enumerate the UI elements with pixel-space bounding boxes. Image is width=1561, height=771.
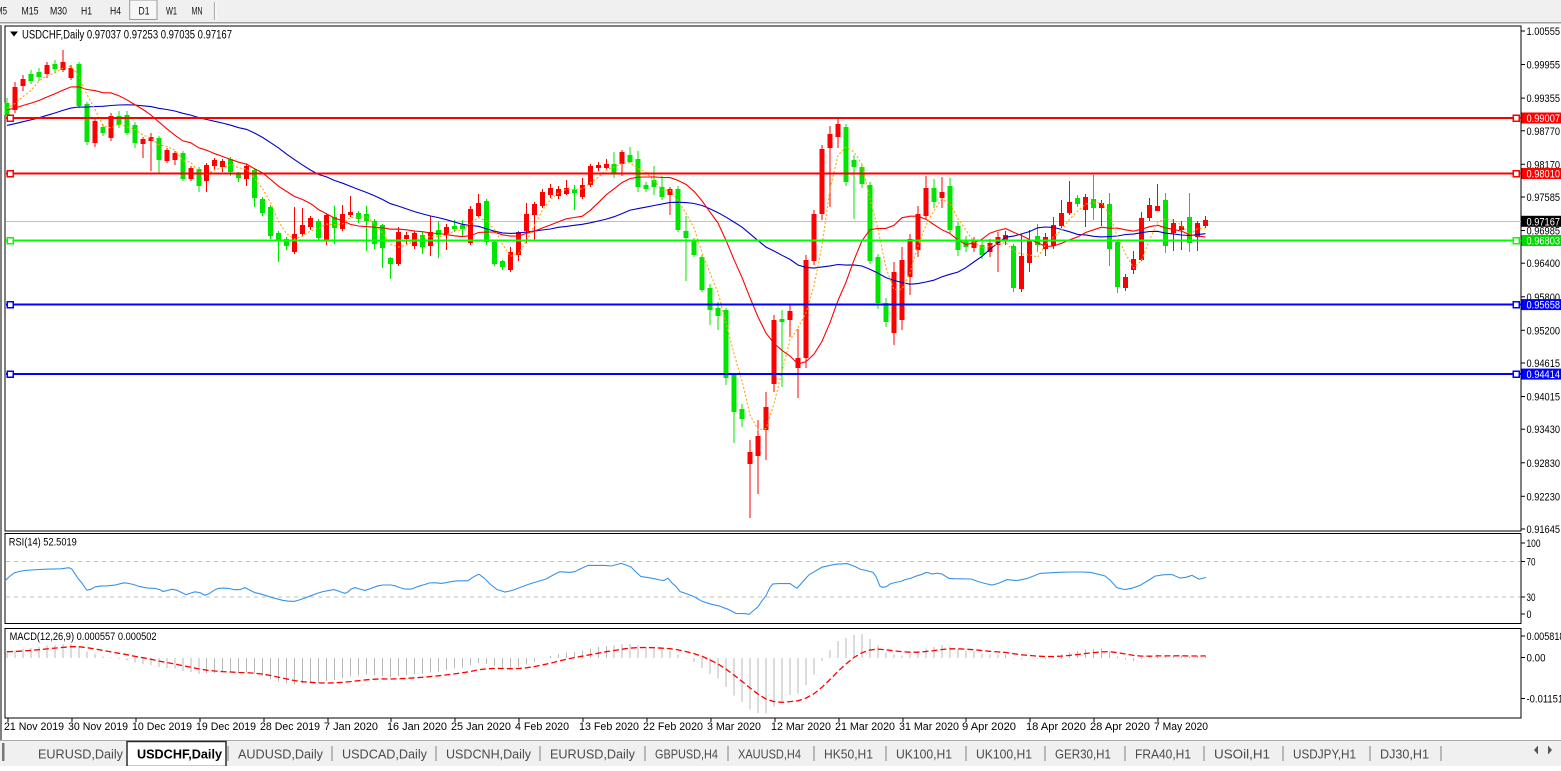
svg-text:13 Feb 2020: 13 Feb 2020 [579, 721, 639, 733]
svg-text:22 Feb 2020: 22 Feb 2020 [643, 721, 703, 733]
svg-text:0.99007: 0.99007 [1527, 113, 1561, 125]
svg-text:0.94414: 0.94414 [1527, 369, 1561, 381]
svg-text:USDCNH,Daily: USDCNH,Daily [446, 747, 531, 762]
svg-text:3 Mar 2020: 3 Mar 2020 [707, 721, 761, 733]
svg-text:M30: M30 [50, 6, 67, 18]
svg-text:16 Jan 2020: 16 Jan 2020 [387, 721, 447, 733]
svg-text:12 Mar 2020: 12 Mar 2020 [771, 721, 831, 733]
svg-text:0.99355: 0.99355 [1527, 93, 1561, 105]
svg-text:MACD(12,26,9) 0.000557 0.00050: MACD(12,26,9) 0.000557 0.000502 [10, 631, 157, 643]
svg-text:EURUSD,Daily: EURUSD,Daily [550, 747, 635, 762]
svg-text:1.00555: 1.00555 [1527, 26, 1561, 38]
svg-text:M15: M15 [22, 6, 39, 18]
svg-text:XAUUSD,H4: XAUUSD,H4 [738, 747, 801, 762]
svg-text:0.98010: 0.98010 [1527, 169, 1561, 181]
svg-text:USDCHF,Daily: USDCHF,Daily [137, 747, 223, 762]
svg-text:4 Feb 2020: 4 Feb 2020 [515, 721, 569, 733]
svg-text:0: 0 [1527, 609, 1532, 621]
svg-text:0.97167: 0.97167 [1527, 216, 1561, 228]
svg-text:25 Jan 2020: 25 Jan 2020 [451, 721, 511, 733]
svg-text:0.92230: 0.92230 [1527, 491, 1561, 503]
svg-text:M5: M5 [0, 6, 7, 18]
svg-text:HK50,H1: HK50,H1 [824, 747, 873, 762]
svg-text:0.96803: 0.96803 [1527, 236, 1561, 248]
svg-text:70: 70 [1527, 557, 1536, 569]
svg-text:0.95658: 0.95658 [1527, 300, 1561, 312]
svg-text:DJ30,H1: DJ30,H1 [1380, 747, 1429, 762]
svg-text:0.96400: 0.96400 [1527, 258, 1561, 270]
svg-text:30 Nov 2019: 30 Nov 2019 [68, 721, 128, 733]
svg-text:H4: H4 [110, 6, 121, 18]
svg-text:0.94015: 0.94015 [1527, 392, 1561, 404]
svg-text:W1: W1 [166, 6, 177, 18]
svg-text:UK100,H1: UK100,H1 [976, 747, 1032, 762]
svg-text:30: 30 [1527, 592, 1536, 604]
svg-text:7 May 2020: 7 May 2020 [1154, 721, 1208, 733]
svg-text:0.95200: 0.95200 [1527, 325, 1561, 337]
svg-text:0.92830: 0.92830 [1527, 458, 1561, 470]
svg-text:FRA40,H1: FRA40,H1 [1135, 747, 1191, 762]
svg-text:21 Nov 2019: 21 Nov 2019 [4, 721, 64, 733]
svg-text:0.97585: 0.97585 [1527, 192, 1561, 204]
svg-text:19 Dec 2019: 19 Dec 2019 [196, 721, 256, 733]
svg-text:0.91645: 0.91645 [1527, 524, 1561, 536]
svg-text:RSI(14) 52.5019: RSI(14) 52.5019 [9, 537, 77, 549]
svg-text:28 Apr 2020: 28 Apr 2020 [1090, 721, 1150, 733]
svg-text:GER30,H1: GER30,H1 [1055, 747, 1111, 762]
svg-text:USOil,H1: USOil,H1 [1214, 747, 1270, 762]
svg-text:EURUSD,Daily: EURUSD,Daily [38, 747, 123, 762]
svg-text:GBPUSD,H4: GBPUSD,H4 [655, 747, 718, 762]
svg-text:21 Mar 2020: 21 Mar 2020 [835, 721, 895, 733]
svg-text:100: 100 [1527, 538, 1541, 550]
svg-text:MN: MN [192, 6, 203, 18]
svg-text:0.99955: 0.99955 [1527, 60, 1561, 72]
svg-text:9 Apr 2020: 9 Apr 2020 [962, 721, 1016, 733]
svg-text:USDCHF,Daily 0.97037 0.97253: USDCHF,Daily 0.97037 0.97253 0.97035 0.9… [22, 30, 232, 42]
svg-text:0.00: 0.00 [1527, 653, 1546, 665]
svg-text:28 Dec 2019: 28 Dec 2019 [260, 721, 320, 733]
svg-text:18 Apr 2020: 18 Apr 2020 [1026, 721, 1086, 733]
svg-text:UK100,H1: UK100,H1 [896, 747, 952, 762]
svg-text:0.98770: 0.98770 [1527, 126, 1561, 138]
svg-text:D1: D1 [139, 6, 150, 18]
svg-text:7 Jan 2020: 7 Jan 2020 [324, 721, 378, 733]
svg-text:0.005818: 0.005818 [1527, 631, 1561, 643]
svg-text:10 Dec 2019: 10 Dec 2019 [132, 721, 192, 733]
svg-text:USDCAD,Daily: USDCAD,Daily [342, 747, 427, 762]
svg-text:0.93430: 0.93430 [1527, 424, 1561, 436]
svg-text:USDJPY,H1: USDJPY,H1 [1293, 747, 1356, 762]
svg-text:-0.011514: -0.011514 [1527, 694, 1561, 706]
svg-text:31 Mar 2020: 31 Mar 2020 [899, 721, 959, 733]
svg-text:H1: H1 [81, 6, 92, 18]
svg-text:AUDUSD,Daily: AUDUSD,Daily [238, 747, 323, 762]
